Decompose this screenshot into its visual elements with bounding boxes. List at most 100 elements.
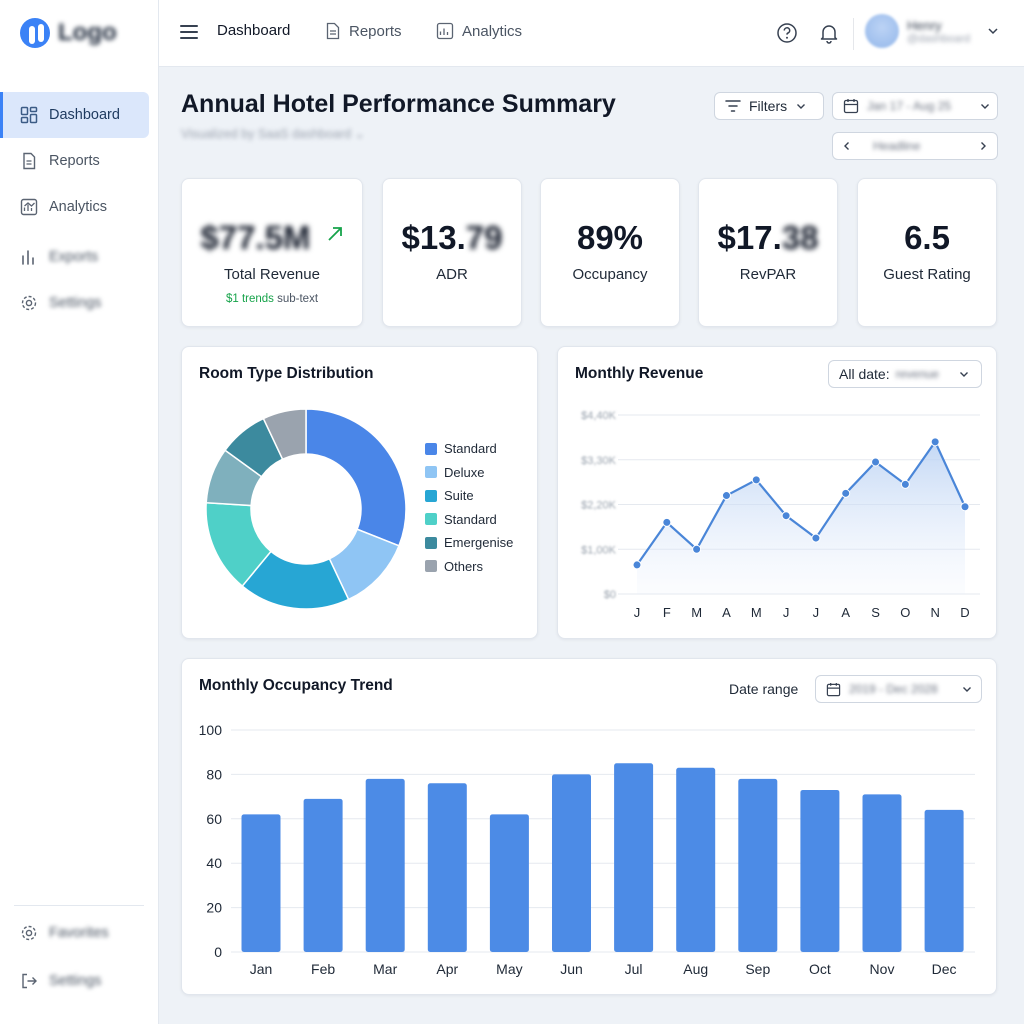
chart-legend: Standard Deluxe Suite Standard Emergenise Oth… bbox=[425, 437, 513, 578]
kpi-value: $17.38 bbox=[699, 219, 837, 257]
legend-item[interactable]: Deluxe bbox=[425, 461, 513, 485]
document-icon bbox=[23, 152, 36, 170]
kpi-revpar[interactable]: $17.38 RevPAR bbox=[698, 178, 838, 327]
sidebar-item-label: Analytics bbox=[49, 199, 108, 215]
kpi-adr[interactable]: $13.79 ADR bbox=[382, 178, 522, 327]
revenue-date-filter[interactable]: All date: revenue bbox=[828, 360, 982, 388]
occupancy-bar[interactable] bbox=[241, 814, 281, 952]
dashboard-grid-icon bbox=[20, 106, 38, 124]
date-range-picker[interactable]: Jan 17 - Aug 25 bbox=[832, 92, 998, 120]
occupancy-bar[interactable] bbox=[676, 767, 716, 952]
occupancy-bar[interactable] bbox=[924, 809, 964, 952]
legend-label: Standard bbox=[444, 441, 497, 457]
x-tick-label: Aug bbox=[683, 961, 708, 977]
occupancy-bar[interactable] bbox=[614, 763, 654, 952]
sidebar-item-label: Settings bbox=[49, 295, 102, 311]
kpi-subtext-trend: $1 trends bbox=[225, 293, 274, 305]
x-tick-label: Sep bbox=[745, 961, 770, 977]
kpi-value: 89% bbox=[576, 219, 644, 256]
occupancy-bar[interactable] bbox=[862, 794, 902, 952]
revenue-point[interactable] bbox=[811, 533, 821, 543]
sidebar-item-favorites[interactable]: Favorites bbox=[0, 910, 159, 956]
help-icon[interactable] bbox=[776, 22, 798, 44]
kpi-occupancy[interactable]: 89% Occupancy bbox=[540, 178, 680, 327]
logo[interactable]: Logo bbox=[20, 18, 117, 48]
user-name: Henry bbox=[907, 17, 942, 33]
page-subtitle[interactable]: Visualized by SaaS dashboard ⌄ bbox=[181, 127, 365, 141]
revenue-point[interactable] bbox=[900, 479, 910, 489]
legend-swatch bbox=[425, 513, 437, 526]
legend-label: Emergenise bbox=[444, 535, 514, 551]
user-menu[interactable]: Henry @dashboard bbox=[865, 14, 1000, 48]
sidebar-item-reports[interactable]: Reports bbox=[0, 138, 159, 184]
sidebar-item-analytics[interactable]: Analytics bbox=[0, 184, 159, 230]
occupancy-bar[interactable] bbox=[365, 778, 405, 952]
gear-icon bbox=[21, 295, 37, 311]
gear-icon bbox=[21, 925, 37, 941]
sidebar-item-exports[interactable]: Exports bbox=[0, 234, 159, 280]
occupancy-bar[interactable] bbox=[489, 814, 529, 952]
tab-analytics[interactable]: Analytics bbox=[436, 22, 522, 40]
x-tick-label: M bbox=[691, 605, 702, 620]
chevron-down-icon bbox=[981, 104, 989, 109]
calendar-icon bbox=[826, 682, 841, 696]
legend-item[interactable]: Others bbox=[425, 555, 513, 579]
legend-swatch bbox=[425, 466, 437, 479]
kpi-subtext: $1 trends sub-text bbox=[182, 293, 362, 305]
tab-label: Analytics bbox=[462, 22, 523, 40]
revenue-point[interactable] bbox=[930, 437, 940, 447]
occupancy-bar[interactable] bbox=[800, 789, 840, 952]
sidebar-nav: Dashboard Reports Analytics Exports Sett… bbox=[0, 92, 159, 326]
donut-slice-standard[interactable] bbox=[305, 408, 407, 547]
revenue-point[interactable] bbox=[632, 560, 642, 570]
revenue-point[interactable] bbox=[841, 488, 851, 498]
kpi-guest-rating[interactable]: 6.5 Guest Rating bbox=[857, 178, 997, 327]
revenue-point[interactable] bbox=[751, 475, 761, 485]
legend-item[interactable]: Emergenise bbox=[425, 531, 513, 555]
filters-button[interactable]: Filters bbox=[714, 92, 824, 120]
occupancy-bar[interactable] bbox=[427, 783, 467, 952]
card-title: Monthly Revenue bbox=[575, 365, 704, 382]
kpi-label: Guest Rating bbox=[883, 266, 971, 283]
bell-icon[interactable] bbox=[818, 22, 840, 44]
page-subtitle-text: Visualized by SaaS dashboard bbox=[181, 127, 352, 141]
occupancy-date-range-picker[interactable]: 2019 - Dec 2028 bbox=[815, 675, 982, 703]
chevron-down-icon bbox=[959, 372, 968, 377]
chevron-right-icon[interactable] bbox=[977, 140, 989, 152]
sidebar-item-dashboard[interactable]: Dashboard bbox=[0, 92, 149, 138]
tab-dashboard[interactable]: Dashboard bbox=[217, 22, 290, 39]
legend-swatch bbox=[425, 442, 437, 455]
occupancy-bar[interactable] bbox=[738, 778, 778, 952]
x-tick-label: Jul bbox=[625, 961, 643, 977]
legend-item[interactable]: Standard bbox=[425, 508, 513, 532]
revenue-point[interactable] bbox=[692, 544, 702, 554]
x-tick-label: Feb bbox=[311, 961, 335, 977]
y-tick-label: 40 bbox=[206, 855, 222, 871]
kpi-value-cents: 38 bbox=[781, 219, 819, 256]
legend-item[interactable]: Standard bbox=[425, 437, 513, 461]
x-tick-label: S bbox=[871, 605, 880, 620]
occupancy-bar[interactable] bbox=[303, 798, 343, 952]
x-tick-label: N bbox=[930, 605, 939, 620]
donut-slice-others[interactable] bbox=[262, 408, 307, 461]
kpi-total-revenue[interactable]: $77.5M Total Revenue $1 trends sub-text bbox=[181, 178, 363, 327]
tab-reports[interactable]: Reports bbox=[325, 22, 402, 40]
x-tick-label: J bbox=[634, 605, 641, 620]
y-tick-label: $0 bbox=[604, 589, 616, 601]
revenue-point[interactable] bbox=[721, 491, 731, 501]
sidebar-item-settings[interactable]: Settings bbox=[0, 280, 159, 326]
revenue-point[interactable] bbox=[871, 457, 881, 467]
menu-icon[interactable] bbox=[180, 25, 198, 39]
top-bar: Dashboard Reports Analytics Henry @dashb… bbox=[159, 0, 1024, 67]
sidebar-item-logout-settings[interactable]: Settings bbox=[0, 958, 159, 1004]
logo-mark-icon bbox=[20, 18, 50, 48]
y-tick-label: 0 bbox=[214, 944, 222, 960]
chevron-down-icon bbox=[797, 104, 806, 109]
page-title: Annual Hotel Performance Summary bbox=[181, 90, 616, 118]
revenue-point[interactable] bbox=[781, 511, 791, 521]
occupancy-bar[interactable] bbox=[552, 774, 591, 952]
revenue-point[interactable] bbox=[662, 517, 672, 527]
revenue-point[interactable] bbox=[960, 502, 970, 512]
legend-item[interactable]: Suite bbox=[425, 484, 513, 508]
chevron-left-icon[interactable] bbox=[841, 140, 853, 152]
